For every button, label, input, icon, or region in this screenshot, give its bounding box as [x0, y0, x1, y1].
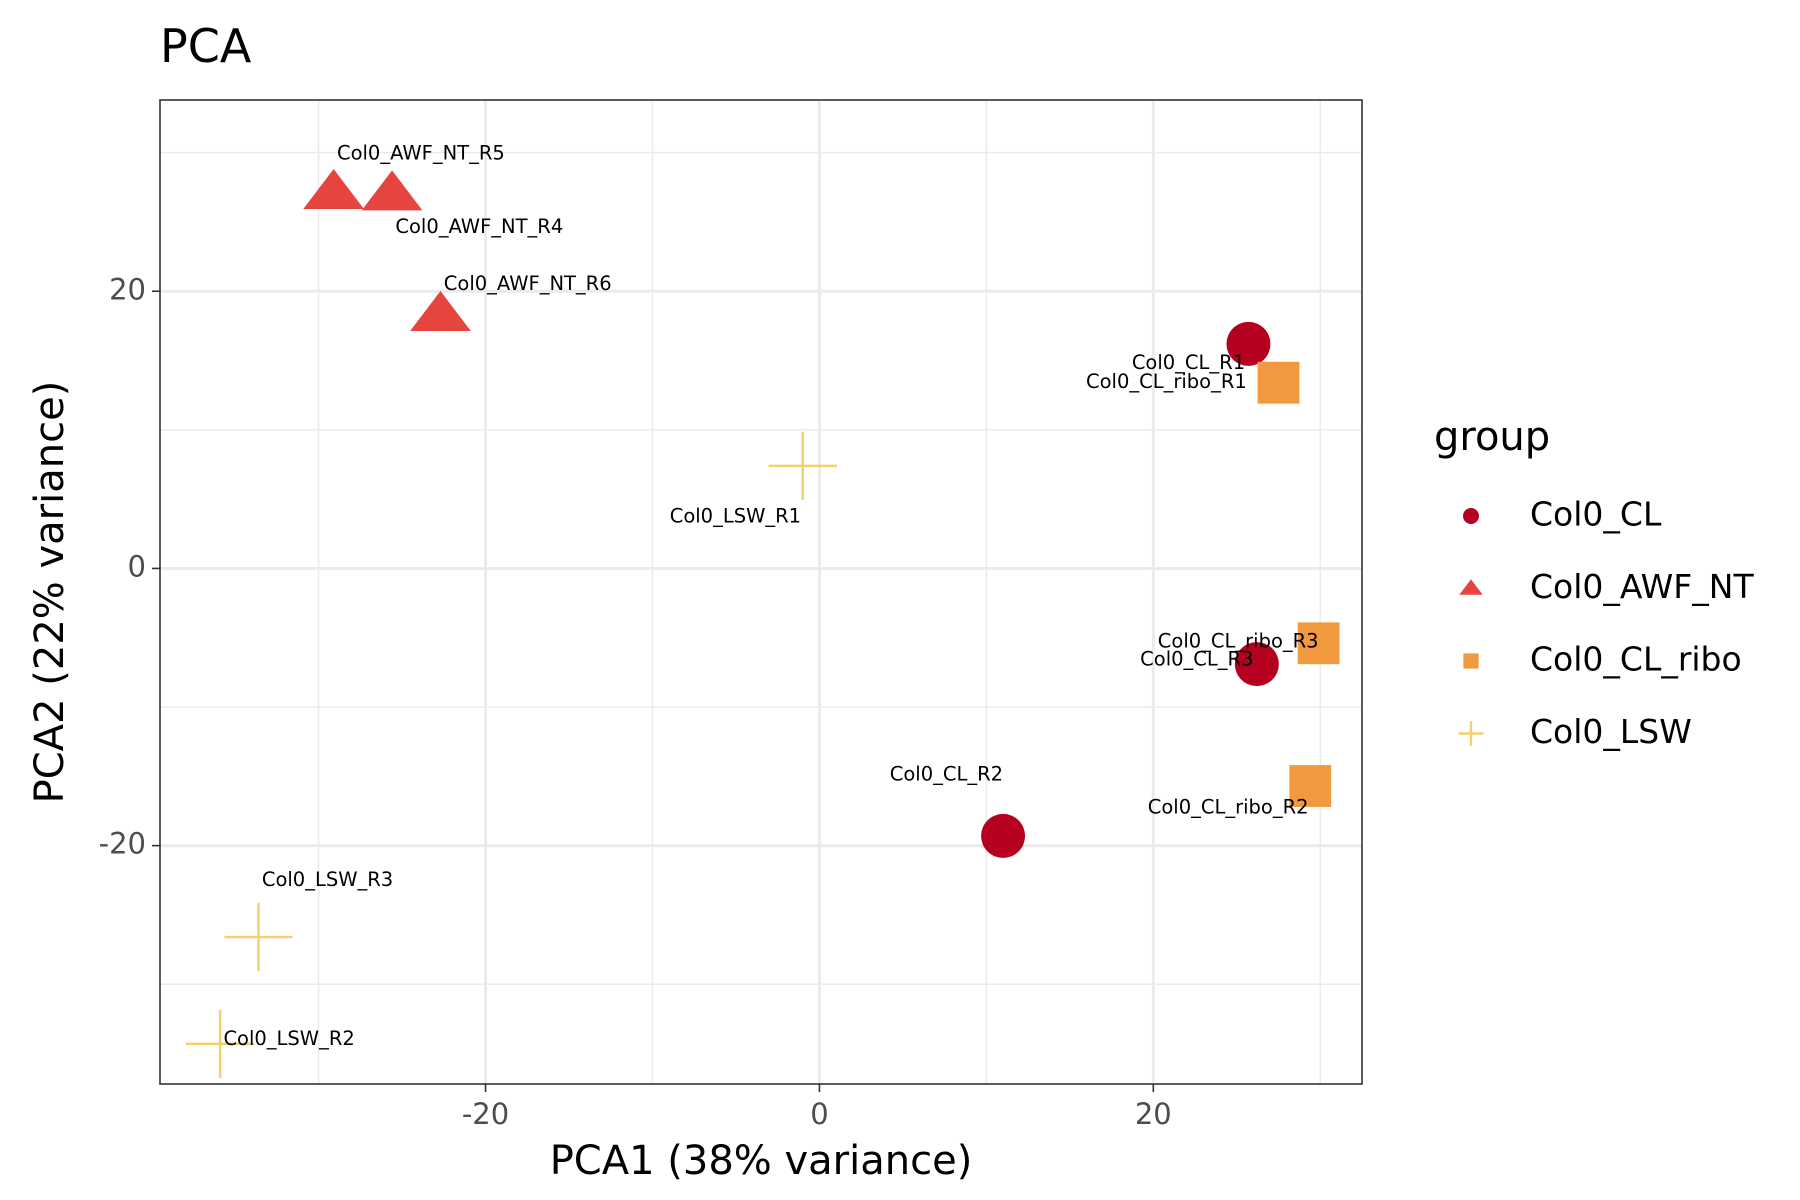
- legend-key-triangle-icon: [1459, 579, 1483, 595]
- data-point-col0-lsw-r3: [224, 902, 293, 972]
- plot-panel-border: [159, 99, 1363, 1085]
- legend-key-circle-icon: [1463, 508, 1479, 524]
- x-axis-title: PCA1 (38% variance): [550, 1138, 973, 1184]
- axis-ticks: -20 0 20 -20 0 20: [99, 272, 1172, 1131]
- legend-entry-label: Col0_CL: [1530, 495, 1662, 534]
- data-point-col0-lsw-r1: [768, 431, 837, 500]
- point-label: Col0_CL_R3: [1140, 647, 1253, 670]
- data-point-col0-awf-nt-r5: [303, 168, 364, 210]
- point-label: Col0_AWF_NT_R6: [444, 272, 612, 295]
- point-label: Col0_LSW_R1: [670, 505, 801, 528]
- data-point-col0-cl-ribo-r2: [1289, 765, 1332, 807]
- legend-key-square-icon: [1463, 653, 1479, 669]
- x-tick-label: -20: [462, 1097, 509, 1131]
- y-tick-label: -20: [99, 827, 146, 861]
- x-tick-label: 0: [810, 1097, 828, 1131]
- y-tick-label: 0: [128, 549, 146, 583]
- point-label: Col0_CL_ribo_R2: [1148, 796, 1309, 819]
- gridlines: [160, 100, 1362, 1084]
- point-labels-layer: Col0_AWF_NT_R5 Col0_AWF_NT_R4 Col0_AWF_NT_…: [223, 142, 1318, 1051]
- data-point-col0-cl-r2: [981, 813, 1026, 858]
- chart-title: PCA: [160, 19, 252, 73]
- legend-key-plus-icon: [1458, 721, 1484, 746]
- data-point-col0-cl-r1: [1226, 321, 1271, 366]
- data-point-col0-awf-nt-r6: [410, 290, 471, 331]
- point-label: Col0_CL_ribo_R3: [1158, 629, 1319, 652]
- data-point-col0-cl-ribo-r3: [1297, 622, 1340, 665]
- data-point-col0-cl-r3: [1234, 642, 1279, 687]
- point-label: Col0_CL_ribo_R1: [1086, 370, 1247, 393]
- point-label: Col0_LSW_R3: [262, 868, 393, 891]
- data-point-col0-awf-nt-r4: [361, 170, 423, 211]
- point-label: Col0_AWF_NT_R5: [337, 142, 505, 165]
- legend-entry-label: Col0_CL_ribo: [1530, 640, 1742, 679]
- legend-entry-label: Col0_AWF_NT: [1530, 567, 1754, 606]
- point-label: Col0_CL_R2: [890, 762, 1003, 785]
- points-layer: [186, 168, 1340, 1078]
- point-label: Col0_AWF_NT_R4: [395, 215, 563, 238]
- legend-title: group: [1434, 414, 1550, 460]
- legend-entry-label: Col0_LSW: [1530, 712, 1692, 751]
- data-point-col0-lsw-r2: [186, 1009, 255, 1078]
- x-tick-label: 20: [1135, 1097, 1172, 1131]
- y-axis-title: PCA2 (22% variance): [27, 381, 73, 804]
- point-label: Col0_CL_R1: [1132, 351, 1245, 374]
- y-tick-label: 20: [109, 272, 146, 306]
- point-label: Col0_LSW_R2: [223, 1027, 354, 1050]
- data-point-col0-cl-ribo-r1: [1257, 361, 1300, 404]
- legend: group Col0_CL Col0_AWF_NT Col0_CL_ribo Col0…: [1434, 414, 1754, 751]
